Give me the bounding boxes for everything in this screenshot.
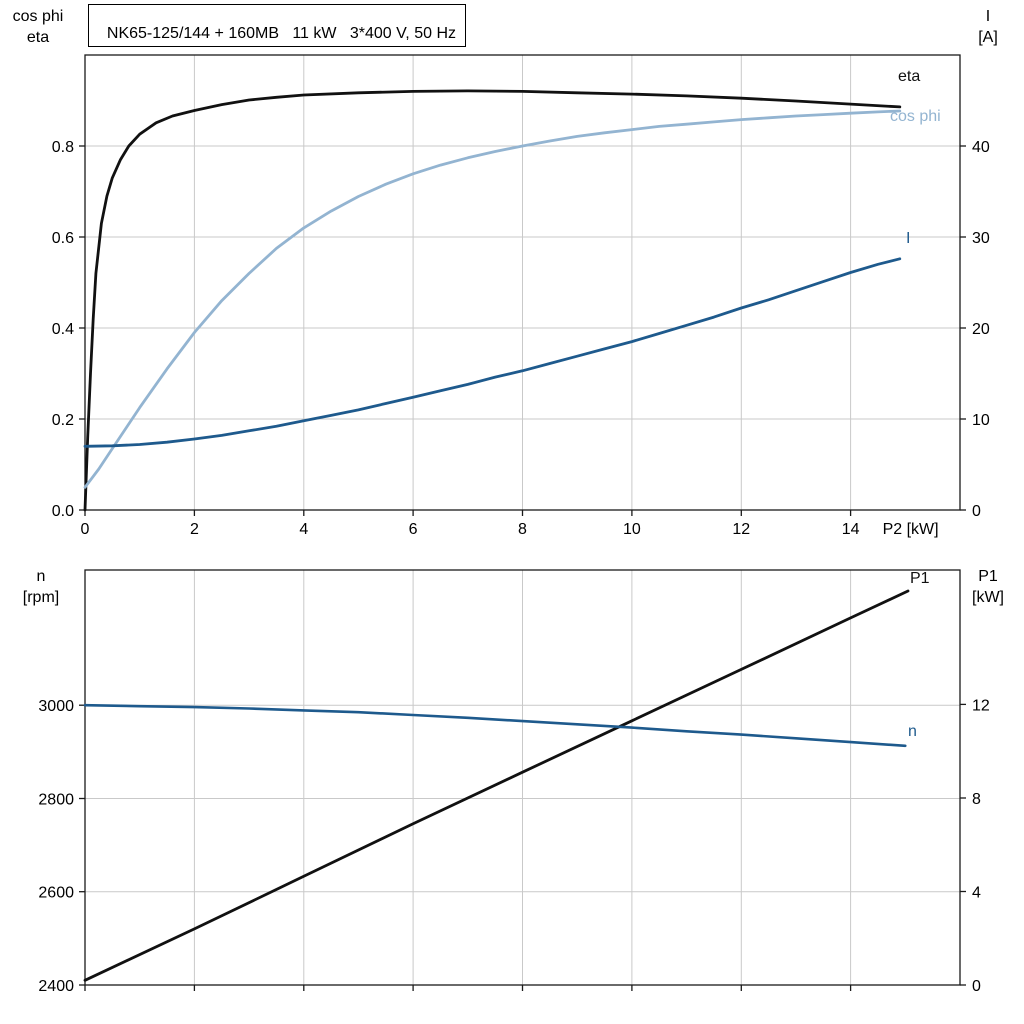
right-tick-label: 10 <box>972 412 990 429</box>
curve-cos-phi <box>83 109 902 489</box>
chart-title-box: NK65-125/144 + 160MB 11 kW 3*400 V, 50 H… <box>88 4 466 47</box>
curve-label-eta: eta <box>898 68 920 85</box>
right-axis-head-line2: [A] <box>978 29 998 46</box>
right-tick-label: 4 <box>972 885 981 902</box>
right-tick-label: 20 <box>972 321 990 338</box>
left-tick-label: 2400 <box>38 978 74 995</box>
chart-1: 2400 2600 2800 3000 0 4 8 12 P1 n <box>38 569 990 995</box>
left-tick-label: 2600 <box>38 885 74 902</box>
curve-n <box>83 703 907 748</box>
left-axis-head-line1: n <box>36 568 46 585</box>
x-tick-label: 12 <box>732 521 750 538</box>
curve-I <box>83 257 902 448</box>
x-tick-label: 14 <box>842 521 860 538</box>
left-tick-label: 0.8 <box>52 139 74 156</box>
x-tick-label: 0 <box>81 521 90 538</box>
curve-P1 <box>83 589 910 982</box>
left-tick-label: 3000 <box>38 698 74 715</box>
x-tick-label: 4 <box>299 521 308 538</box>
left-tick-label: 0.4 <box>52 321 74 338</box>
left-axis-head-line2: eta <box>26 29 50 46</box>
curve-label-cos-phi: cos phi <box>890 108 941 125</box>
right-tick-label: 12 <box>972 697 990 714</box>
right-tick-label: 30 <box>972 230 990 247</box>
right-tick-label: 40 <box>972 139 990 156</box>
chart-title: NK65-125/144 + 160MB 11 kW 3*400 V, 50 H… <box>106 25 456 42</box>
right-axis-head-line1: I <box>985 8 991 25</box>
left-axis-head-top: cos phi eta <box>2 6 74 48</box>
left-axis-head-line2: [rpm] <box>22 589 60 606</box>
left-axis-head-line1: cos phi <box>12 8 64 25</box>
right-axis-head-top: I [A] <box>956 6 1020 48</box>
curve-label-P1: P1 <box>910 570 930 587</box>
x-axis-label: P2 [kW] <box>883 521 939 538</box>
chart-0: 0 2 4 6 8 10 12 14 P2 [kW] 0.0 0.2 0.4 0.6 0.8 0 10 20 30… <box>52 54 990 538</box>
right-tick-label: 0 <box>972 503 981 520</box>
right-tick-label: 8 <box>972 791 981 808</box>
left-tick-label: 0.2 <box>52 412 74 429</box>
right-axis-head-line2: [kW] <box>972 589 1004 606</box>
x-tick-label: 6 <box>409 521 418 538</box>
curve-eta <box>83 89 902 512</box>
curve-label-I: I <box>906 230 910 247</box>
left-tick-label: 2800 <box>38 792 74 809</box>
right-axis-head-line1: P1 <box>978 568 998 585</box>
curve-label-n: n <box>908 723 917 740</box>
right-axis-head-bottom: P1 [kW] <box>956 566 1020 608</box>
left-axis-head-bottom: n [rpm] <box>8 566 74 608</box>
right-tick-label: 0 <box>972 978 981 995</box>
left-tick-label: 0.6 <box>52 230 74 247</box>
left-tick-label: 0.0 <box>52 503 74 520</box>
x-tick-label: 2 <box>190 521 199 538</box>
x-tick-label: 10 <box>623 521 641 538</box>
x-tick-label: 8 <box>518 521 527 538</box>
